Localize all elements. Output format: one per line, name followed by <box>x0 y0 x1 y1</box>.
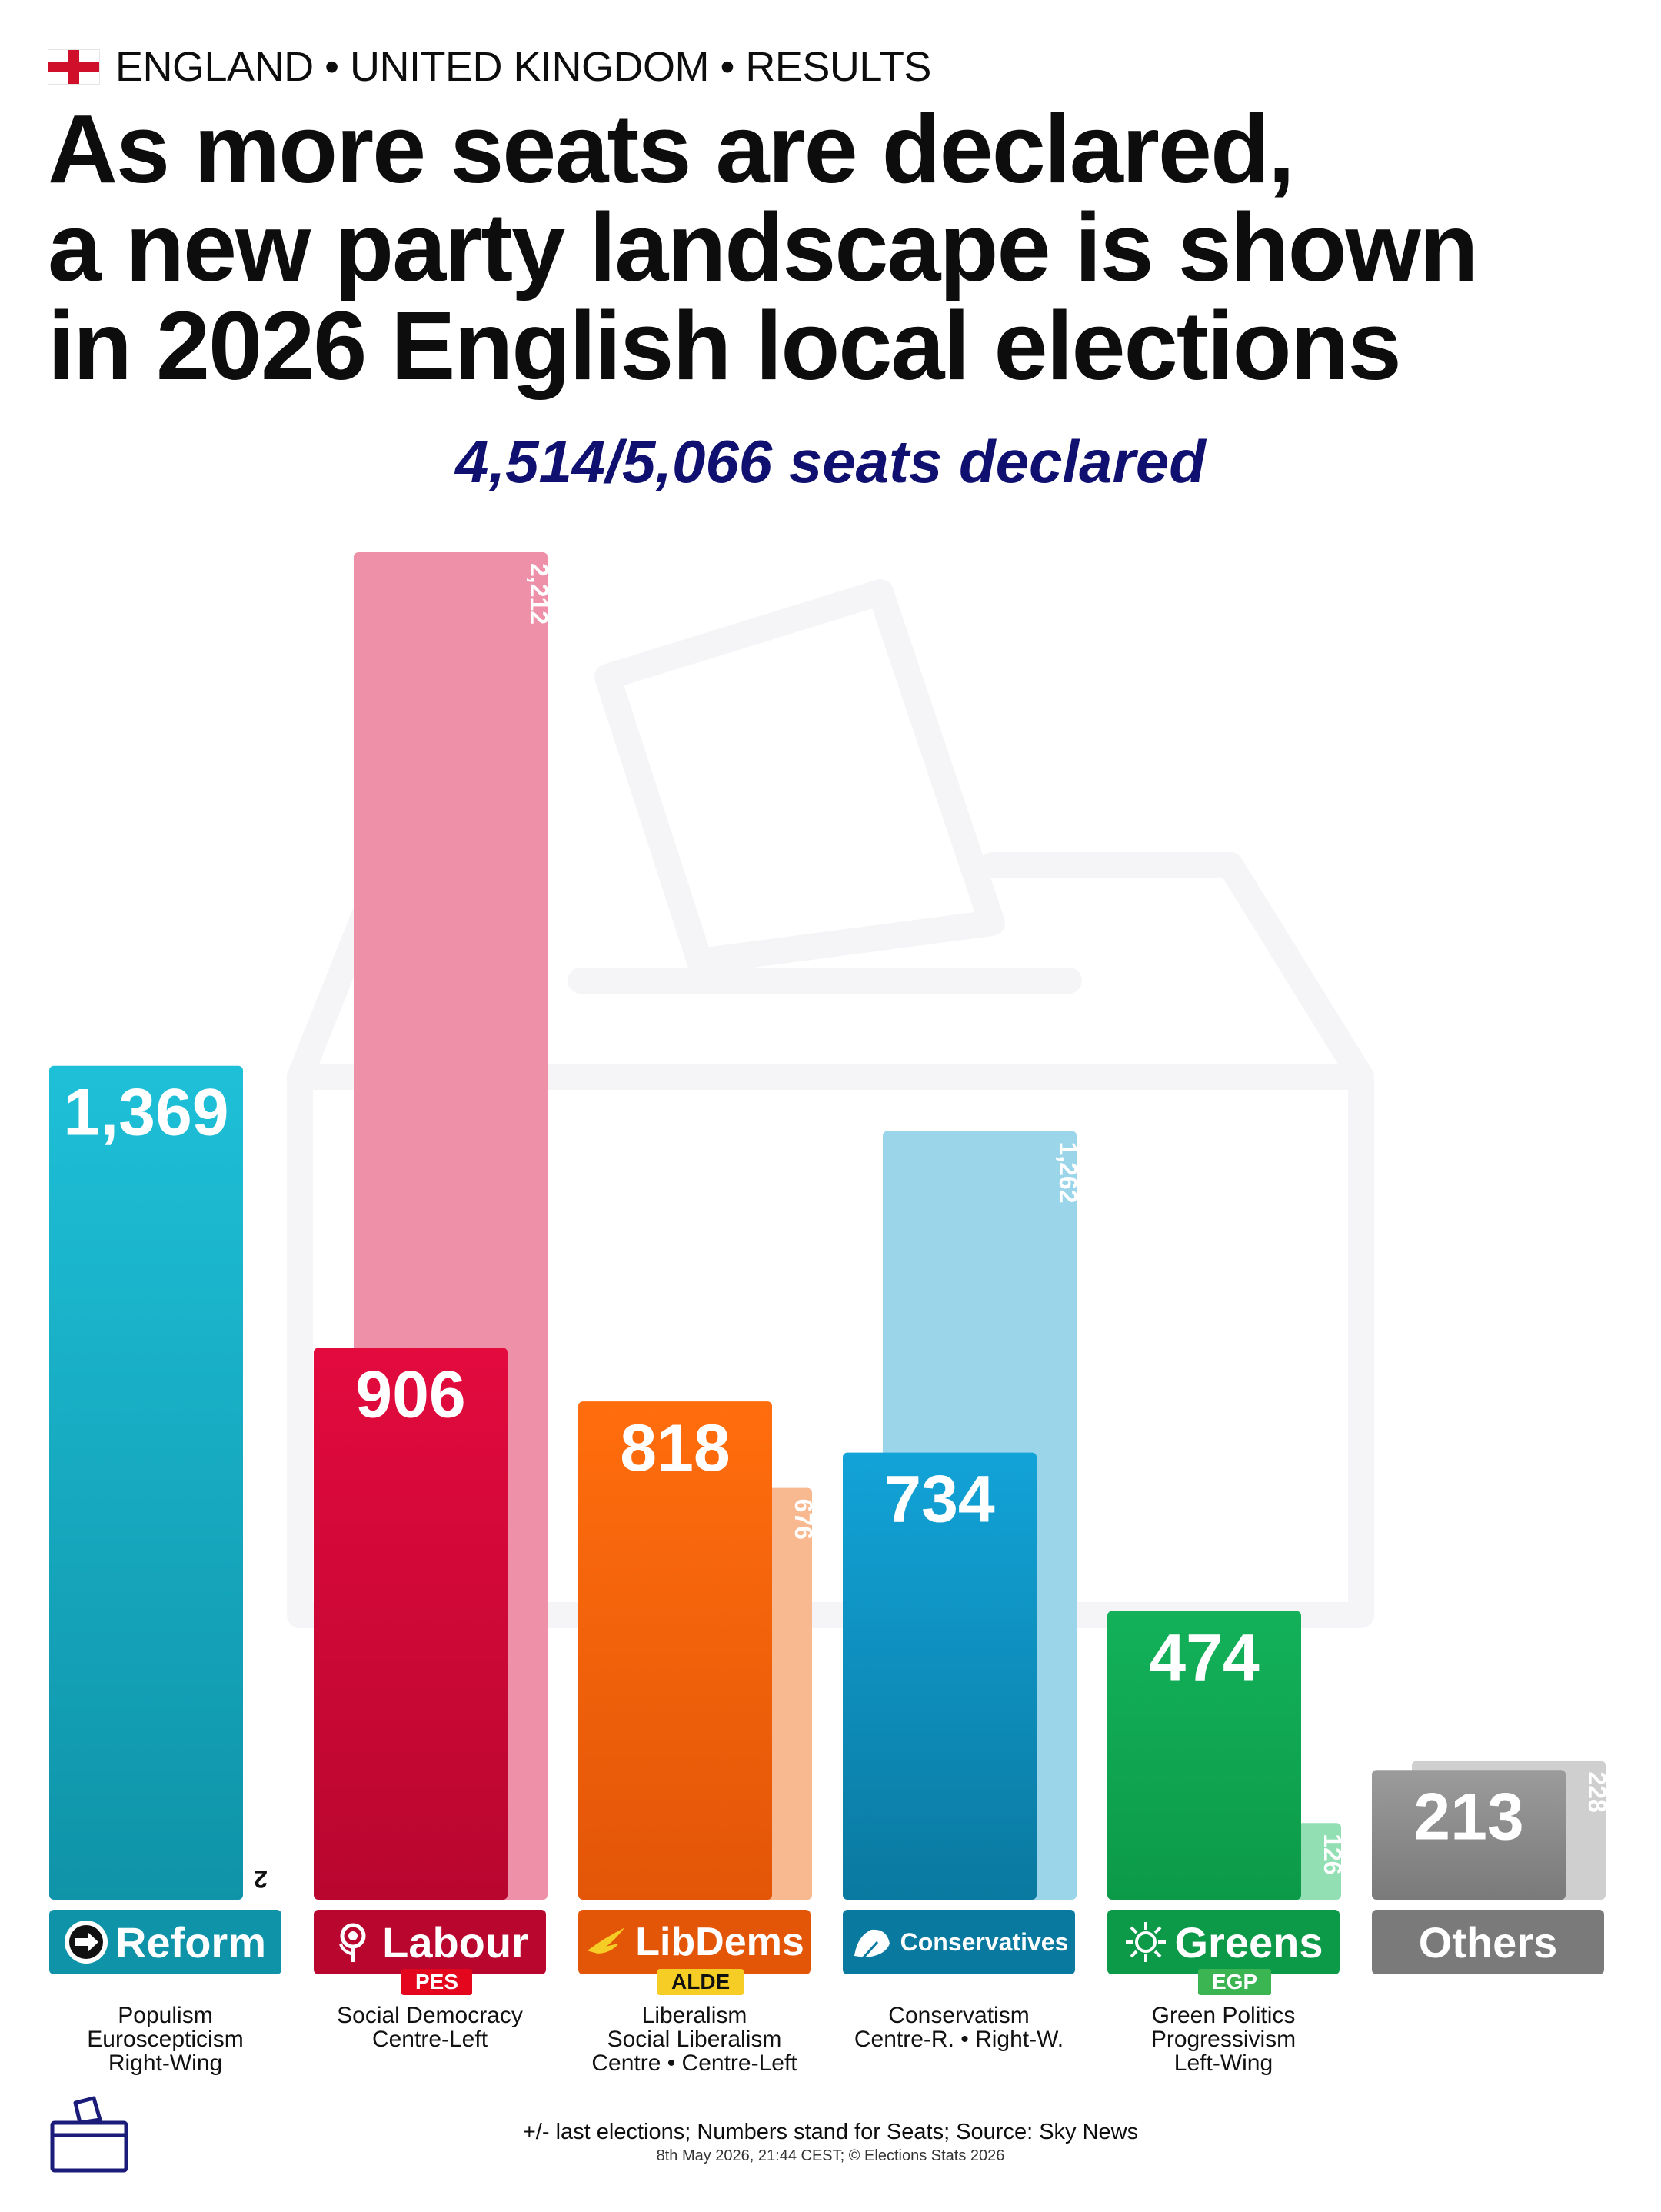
ballot-box-icon <box>50 2096 128 2173</box>
prev-value-label-conservatives: 1,262 <box>1054 1141 1082 1203</box>
seats-declared-subtitle: 4,514/5,066 seats declared <box>455 428 1206 495</box>
bar-reform <box>49 1065 243 1900</box>
value-label-reform: 1,369 <box>63 1076 228 1150</box>
footer-source: +/- last elections; Numbers stand for Se… <box>522 2120 1139 2144</box>
party-tag-others: Others <box>1372 1910 1604 1974</box>
ideology-greens: Green Politics Progressivism Left-Wing <box>1150 2003 1297 2076</box>
rose-icon <box>331 1921 374 1964</box>
ideology-reform: Populism Euroscepticism Right-Wing <box>87 2003 244 2076</box>
bar-greens <box>1107 1611 1301 1900</box>
ideology-conservatives: Conservatism Centre-R. • Right-W. <box>854 2003 1064 2052</box>
group-badge-egp: EGP <box>1198 1969 1272 1995</box>
value-label-libdems: 818 <box>620 1411 731 1485</box>
prev-value-label-labour: 2,212 <box>525 563 553 625</box>
tree-icon <box>850 1921 893 1964</box>
title-line-2: a new party landscape is shown <box>48 193 1479 301</box>
ideology-libdems: Liberalism Social Liberalism Centre • Ce… <box>591 2003 797 2076</box>
party-name-reform: Reform <box>115 1917 267 1967</box>
party-tag-conservatives: Conservatives <box>843 1910 1075 1974</box>
title-line-1: As more seats are declared, <box>48 95 1295 203</box>
prev-value-label-libdems: 676 <box>790 1499 817 1540</box>
prev-value-label-greens: 126 <box>1319 1834 1346 1874</box>
footer-timestamp: 8th May 2026, 21:44 CEST; © Elections St… <box>656 2147 1005 2164</box>
ideology-labour: Social Democracy Centre-Left <box>337 2003 523 2052</box>
reform-arrow-icon <box>64 1921 108 1964</box>
kicker-text: ENGLAND • UNITED KINGDOM • RESULTS <box>115 44 931 90</box>
page-title: As more seats are declared, a new party … <box>48 100 1616 395</box>
value-label-others: 213 <box>1413 1780 1524 1854</box>
group-badge-pes: PES <box>401 1969 473 1995</box>
prev-value-label-others: 228 <box>1583 1771 1611 1812</box>
kicker: ENGLAND • UNITED KINGDOM • RESULTS <box>48 40 931 94</box>
prev-value-label-reform: 2 <box>254 1865 268 1893</box>
party-name-conservatives: Conservatives <box>900 1927 1069 1956</box>
england-flag-icon <box>48 49 100 85</box>
bar-libdems <box>578 1401 772 1900</box>
party-name-greens: Greens <box>1174 1917 1323 1967</box>
party-name-libdems: LibDems <box>635 1920 804 1964</box>
sun-globe-icon <box>1124 1921 1167 1964</box>
party-tag-reform: Reform <box>49 1910 281 1974</box>
party-tag-labour: Labour <box>314 1910 546 1974</box>
party-name-labour: Labour <box>382 1917 528 1967</box>
value-label-greens: 474 <box>1149 1621 1260 1695</box>
group-badge-alde: ALDE <box>657 1969 744 1995</box>
value-label-labour: 906 <box>355 1358 466 1431</box>
value-label-conservatives: 734 <box>884 1463 995 1537</box>
party-name-others: Others <box>1418 1917 1558 1967</box>
party-tag-libdems: LibDems <box>578 1910 811 1974</box>
bar-conservatives <box>843 1452 1037 1900</box>
bird-icon <box>584 1921 627 1964</box>
title-line-3: in 2026 English local elections <box>48 291 1402 400</box>
party-tag-greens: Greens <box>1107 1910 1340 1974</box>
bar-labour <box>314 1348 508 1900</box>
bar-others <box>1372 1770 1566 1900</box>
